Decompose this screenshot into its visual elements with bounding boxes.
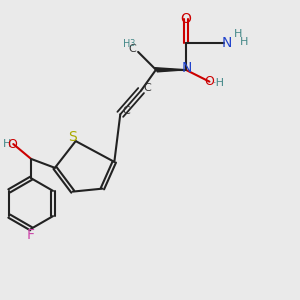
- Text: H: H: [3, 139, 11, 149]
- Text: H: H: [233, 29, 242, 39]
- Polygon shape: [154, 68, 186, 72]
- Text: H: H: [122, 40, 130, 50]
- Text: C: C: [122, 106, 130, 116]
- Text: O: O: [205, 75, 214, 88]
- Text: N: N: [182, 61, 192, 75]
- Text: O: O: [7, 138, 17, 151]
- Text: ·H: ·H: [212, 78, 224, 88]
- Text: 3: 3: [130, 38, 135, 47]
- Text: C: C: [128, 44, 136, 54]
- Text: O: O: [180, 12, 191, 26]
- Text: S: S: [68, 130, 77, 144]
- Text: H: H: [239, 37, 248, 46]
- Text: N: N: [222, 36, 232, 50]
- Text: F: F: [27, 228, 35, 242]
- Text: C: C: [143, 82, 151, 93]
